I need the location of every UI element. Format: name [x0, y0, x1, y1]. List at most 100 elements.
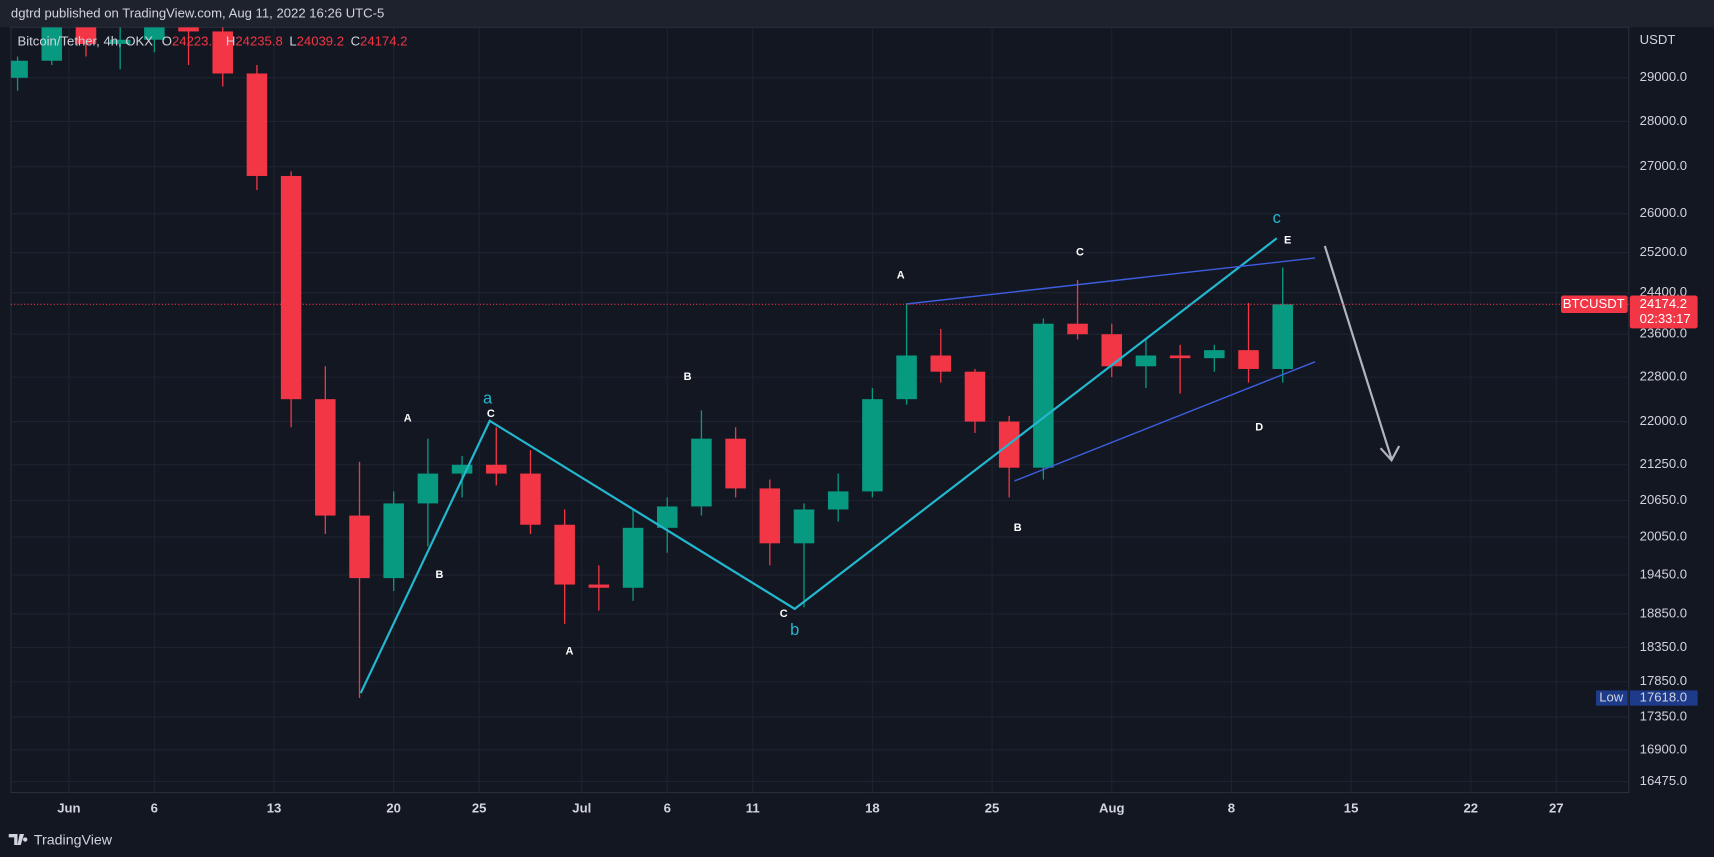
y-tick-label: 16900.0: [1640, 741, 1687, 756]
candle-body: [1033, 323, 1054, 468]
wave-label: C: [1076, 246, 1084, 258]
y-tick-label: 27000.0: [1640, 158, 1687, 173]
y-tick-label: 18350.0: [1640, 639, 1687, 654]
wave-label: b: [790, 621, 799, 639]
y-tick-label: 23600.0: [1640, 326, 1687, 341]
x-tick-label: 25: [472, 800, 487, 815]
candle-body: [417, 473, 439, 504]
candle-body: [930, 355, 952, 372]
currency: USDT: [1640, 32, 1676, 47]
x-tick-label: 20: [386, 800, 401, 815]
candle-body: [964, 371, 986, 422]
low-price: 17618.0: [1640, 689, 1687, 704]
ohlc-key: C: [351, 34, 360, 49]
wave-label: C: [780, 608, 788, 620]
candle-body: [896, 355, 917, 400]
candle-body: [10, 60, 28, 78]
x-tick-label: 8: [1228, 800, 1235, 815]
legend-text: Bitcoin/Tether, 4h, OKX O24223.6 H24235.8 L…: [17, 34, 407, 49]
wave-label: A: [404, 413, 412, 425]
ohlc-value: 24174.2: [360, 34, 407, 49]
wave-line: [359, 237, 1278, 694]
price-tag-bg: [1629, 295, 1698, 329]
candle-body: [588, 584, 610, 588]
candle-body: [1135, 355, 1157, 367]
y-tick-label: 17350.0: [1640, 709, 1687, 724]
candle-body: [827, 491, 849, 510]
candle-body: [520, 473, 541, 525]
legend: Bitcoin/Tether, 4h, OKX O24223.6 H24235.8 L…: [17, 34, 407, 49]
logo: [8, 834, 28, 845]
low-price-bg: [1629, 690, 1698, 706]
candle-body: [212, 31, 233, 74]
candle-body: [178, 27, 199, 32]
candle-body: [691, 438, 712, 507]
y-tick-label: 22800.0: [1640, 369, 1687, 384]
candle-body: [75, 27, 97, 44]
candle-body: [1238, 350, 1259, 369]
ohlc-value: 24223.6: [172, 34, 219, 49]
wave-label: B: [1014, 522, 1022, 534]
ohlc-key: L: [289, 34, 296, 49]
y-tick-label: 28000.0: [1640, 113, 1687, 128]
candle-body: [315, 399, 336, 516]
wave-label: c: [1273, 209, 1281, 227]
footer-bar: [0, 822, 1714, 857]
y-tick-label: 24400.0: [1640, 284, 1687, 299]
ohlc-value: 24039.2: [297, 34, 344, 49]
y-tick-label: 16475.0: [1640, 773, 1687, 788]
symbol-name: Bitcoin/Tether, 4h, OKX: [17, 34, 153, 49]
candle-body: [109, 39, 131, 44]
x-tick-label: 25: [985, 800, 1000, 815]
candle-body: [41, 27, 63, 61]
ohlc-value: 24235.8: [235, 34, 282, 49]
candle-body: [793, 509, 815, 544]
y-tick-label: 20650.0: [1640, 492, 1687, 507]
y-tick-label: 18850.0: [1640, 605, 1687, 620]
plot-border: [10, 26, 1630, 794]
x-tick-label: 15: [1344, 800, 1359, 815]
ohlc-key: H: [226, 34, 235, 49]
candle-body: [486, 464, 507, 474]
candle-body: [349, 515, 370, 579]
y-tick-label: 22000.0: [1640, 413, 1687, 428]
channel-bottom: [1014, 361, 1316, 482]
candle-body: [1272, 304, 1293, 369]
y-tick-label: 21250.0: [1640, 456, 1687, 471]
candle-body: [622, 527, 644, 588]
wave-label: B: [435, 569, 443, 581]
x-tick-label: Jun: [57, 800, 80, 815]
y-tick-label: 17850.0: [1640, 673, 1687, 688]
wave-label: C: [487, 408, 495, 420]
header: dgtrd published on TradingView.com, Aug …: [11, 6, 384, 21]
candle-body: [656, 506, 678, 528]
wave-label: A: [897, 269, 905, 281]
candle-body: [451, 464, 473, 474]
candle-body: [246, 73, 268, 176]
candle-body: [554, 524, 575, 585]
low-tag: Low: [1599, 689, 1624, 704]
candle-body: [862, 399, 883, 492]
candle-body: [1204, 350, 1225, 359]
arrow-head: [1379, 445, 1401, 463]
candle-body: [280, 175, 302, 400]
candle-body: [1101, 334, 1123, 367]
y-tick-label: 25200.0: [1640, 244, 1687, 259]
y-tick-label: 29000.0: [1640, 69, 1687, 84]
channel-top: [907, 257, 1316, 305]
grid: [10, 26, 1630, 794]
wave-label: A: [566, 645, 574, 657]
y-tick-label: 26000.0: [1640, 205, 1687, 220]
x-tick-label: Aug: [1099, 800, 1124, 815]
x-tick-label: 18: [865, 800, 880, 815]
low-tag-bg: [1595, 690, 1628, 706]
wave-label: a: [483, 389, 493, 407]
wave-label: E: [1284, 234, 1291, 246]
candle-body: [759, 488, 781, 544]
candle-body: [144, 27, 165, 40]
drawings: A C a B A B C b A B C D E c: [359, 209, 1401, 694]
countdown: 02:33:17: [1640, 311, 1691, 326]
y-tick-label: 20050.0: [1640, 529, 1687, 544]
